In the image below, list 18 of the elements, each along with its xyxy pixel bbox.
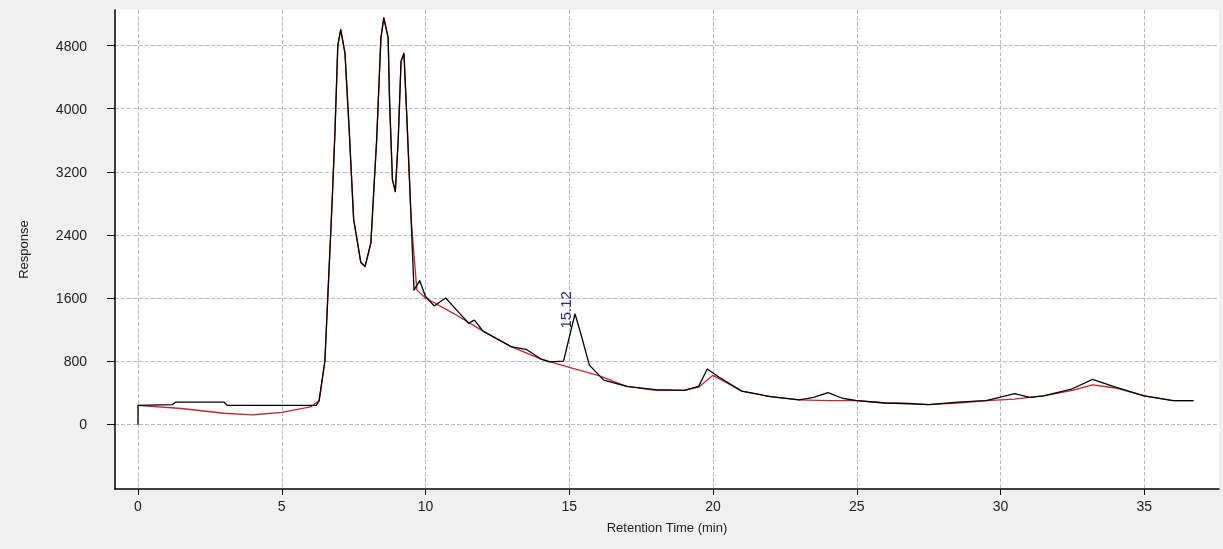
y-tick-label: 4800 <box>55 37 88 54</box>
x-tick-label: 5 <box>277 498 286 514</box>
y-tick-label: 4000 <box>55 100 88 117</box>
y-tick-label: 800 <box>63 353 88 370</box>
x-axis-title: Retention Time (min) <box>606 520 728 535</box>
x-tick-label: 15 <box>561 498 578 514</box>
x-tick-label: 0 <box>134 498 143 514</box>
annotation: 15.12 <box>556 291 574 329</box>
x-tick-label: 35 <box>1136 498 1153 514</box>
y-tick-label: 2400 <box>55 226 88 243</box>
y-axis-title: Response <box>16 220 31 279</box>
x-tick-label: 20 <box>705 498 721 514</box>
x-tick-label: 10 <box>417 498 434 514</box>
y-tick-label: 1600 <box>55 290 88 307</box>
y-tick-label: 3200 <box>55 163 88 180</box>
x-tick-label: 25 <box>848 498 865 514</box>
x-tick-label: 30 <box>992 498 1009 514</box>
y-tick-label: 0 <box>79 416 88 433</box>
